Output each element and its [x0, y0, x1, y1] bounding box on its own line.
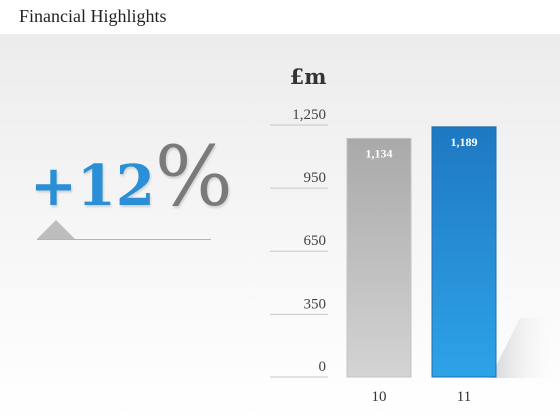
y-tick-label: 0: [319, 359, 327, 375]
growth-headline: +12%: [30, 130, 233, 225]
percent-symbol: %: [154, 130, 233, 225]
headline-underline: [37, 239, 211, 240]
y-tick-label: 950: [304, 170, 327, 186]
growth-value: +12: [30, 153, 155, 219]
y-tick-label: 1,250: [292, 107, 326, 123]
up-triangle-icon: [37, 220, 75, 239]
bar-value-label: 1,189: [451, 135, 478, 149]
x-tick-label: 10: [372, 389, 387, 405]
unit-label: £m: [290, 64, 327, 89]
page-title: Financial Highlights: [19, 6, 167, 26]
bar-11: [431, 126, 497, 378]
bar-value-label: 1,134: [366, 146, 393, 160]
y-tick-label: 650: [304, 233, 327, 249]
bar-shadow: [490, 318, 560, 378]
y-tick-label: 350: [304, 296, 327, 312]
bar-10: [346, 137, 412, 378]
header: Financial Highlights: [0, 0, 560, 34]
x-tick-label: 11: [457, 389, 471, 405]
